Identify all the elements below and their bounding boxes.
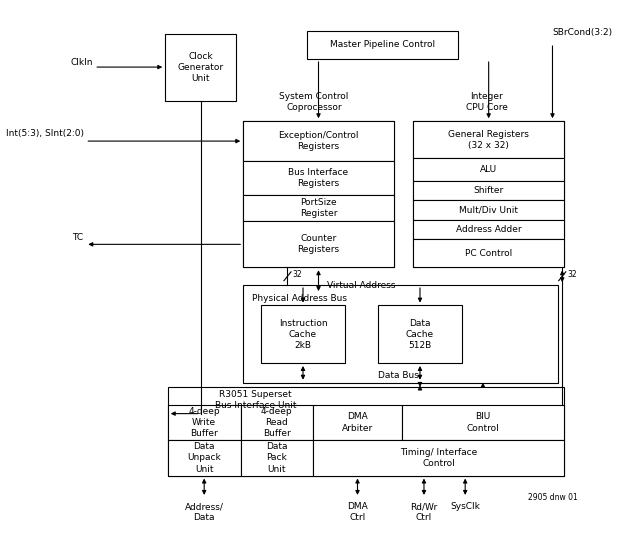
Text: ClkIn: ClkIn [70, 58, 92, 67]
Text: Shifter: Shifter [474, 186, 504, 195]
Bar [243, 195, 394, 221]
Bar [243, 221, 394, 268]
Text: System Control
Coprocessor: System Control Coprocessor [280, 92, 349, 112]
Bar [313, 440, 564, 476]
Bar [165, 34, 236, 101]
Bar [414, 121, 564, 268]
Bar [313, 405, 402, 440]
Text: Rd/Wr
Ctrl: Rd/Wr Ctrl [410, 502, 438, 521]
Text: 4-deep
Read
Buffer: 4-deep Read Buffer [261, 407, 293, 438]
Text: Address Adder: Address Adder [456, 225, 521, 234]
Bar [241, 405, 313, 440]
Bar [243, 161, 394, 195]
Text: Master Pipeline Control: Master Pipeline Control [330, 40, 435, 50]
Text: Data
Pack
Unit: Data Pack Unit [266, 442, 288, 473]
Text: TC: TC [73, 233, 84, 242]
Text: Timing/ Interface
Control: Timing/ Interface Control [400, 448, 477, 468]
Bar [402, 405, 564, 440]
Bar [168, 440, 241, 476]
Text: Data Bus: Data Bus [378, 371, 418, 380]
Text: DMA
Arbiter: DMA Arbiter [342, 412, 373, 432]
Text: Mult/Div Unit: Mult/Div Unit [459, 205, 518, 214]
Bar [414, 239, 564, 268]
Text: Address/
Data: Address/ Data [185, 502, 224, 521]
Text: 4-deep
Write
Buffer: 4-deep Write Buffer [188, 407, 220, 438]
Text: R3051 Superset
Bus Interface Unit: R3051 Superset Bus Interface Unit [215, 390, 296, 410]
Bar [414, 219, 564, 239]
Bar [243, 121, 394, 268]
Bar [414, 158, 564, 181]
Text: Counter
Registers: Counter Registers [298, 234, 340, 254]
Bar [241, 440, 313, 476]
Bar [243, 285, 558, 383]
Text: ALU: ALU [480, 165, 497, 174]
Text: Physical Address Bus: Physical Address Bus [252, 294, 347, 303]
Text: SysClk: SysClk [450, 502, 480, 511]
Text: Clock
Generator
Unit: Clock Generator Unit [177, 52, 224, 83]
Text: Data
Cache
512B: Data Cache 512B [406, 319, 434, 350]
Bar [243, 121, 394, 161]
Text: 2905 dnw 01: 2905 dnw 01 [528, 493, 577, 502]
Bar [414, 200, 564, 219]
Text: SBrCond(3:2): SBrCond(3:2) [552, 28, 613, 37]
Text: 32: 32 [567, 270, 577, 279]
Bar [414, 181, 564, 200]
Text: Data
Unpack
Unit: Data Unpack Unit [187, 442, 221, 473]
Bar [168, 405, 241, 440]
Text: PC Control: PC Control [465, 248, 512, 258]
Text: PortSize
Register: PortSize Register [299, 198, 337, 218]
Text: Int(5:3), SInt(2:0): Int(5:3), SInt(2:0) [6, 128, 84, 138]
Text: 32: 32 [293, 270, 303, 279]
Bar [307, 31, 458, 59]
Bar [414, 121, 564, 158]
Text: Virtual Address: Virtual Address [327, 281, 396, 289]
Text: Instruction
Cache
2kB: Instruction Cache 2kB [278, 319, 327, 350]
Text: Integer
CPU Core: Integer CPU Core [466, 92, 508, 112]
Bar [378, 306, 462, 363]
Text: BIU
Control: BIU Control [466, 412, 499, 432]
Text: Bus Interface
Registers: Bus Interface Registers [288, 168, 348, 188]
Bar [261, 306, 345, 363]
Bar [168, 387, 564, 476]
Text: General Registers
(32 x 32): General Registers (32 x 32) [448, 130, 529, 150]
Text: Exception/Control
Registers: Exception/Control Registers [278, 131, 359, 151]
Text: DMA
Ctrl: DMA Ctrl [347, 502, 368, 521]
